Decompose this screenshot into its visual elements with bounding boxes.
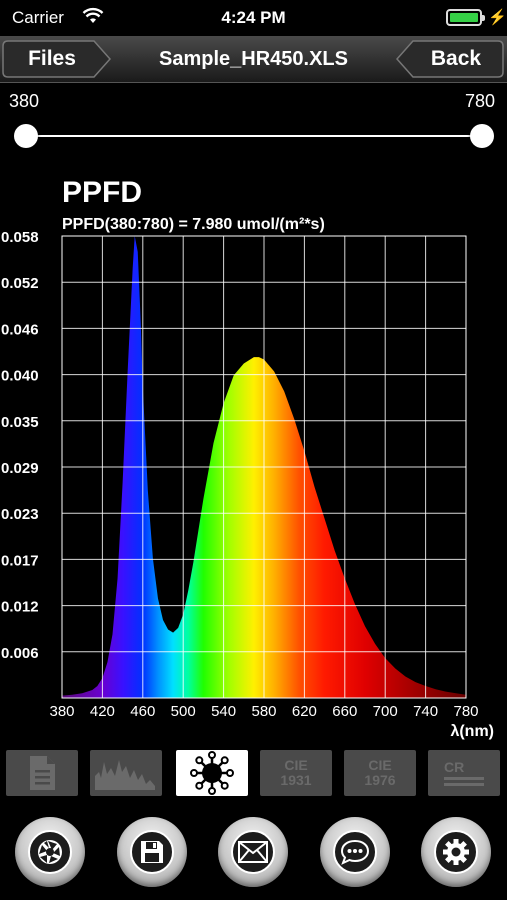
files-button-shape — [2, 40, 112, 78]
x-tick-label: 420 — [90, 703, 115, 720]
y-tick-label: 0.017 — [1, 552, 39, 569]
x-tick-label: 500 — [171, 703, 196, 720]
back-button-shape — [396, 40, 504, 78]
save-button[interactable] — [117, 817, 187, 887]
carrier-label: Carrier — [12, 8, 64, 27]
chart-title: PPFD — [62, 176, 143, 209]
document-icon — [30, 756, 55, 790]
tab-cie1976[interactable]: CIE 1976 — [344, 750, 416, 796]
ppfd-spectrum-chart: 380 420 460 500 540 580 620 660 700 740 780 0.058 0.… — [1, 229, 494, 740]
x-tick-label: 580 — [251, 703, 276, 720]
x-tick-label: 780 — [453, 703, 478, 720]
range-max-label: 780 — [465, 91, 496, 111]
x-axis-label: λ(nm) — [450, 723, 494, 740]
x-tick-label: 620 — [292, 703, 317, 720]
wifi-icon — [82, 7, 104, 23]
range-max-handle[interactable] — [470, 124, 494, 148]
x-tick-label: 700 — [373, 703, 398, 720]
charging-bolt-icon: ⚡ — [488, 9, 507, 26]
x-tick-label: 660 — [332, 703, 357, 720]
y-tick-label: 0.029 — [1, 460, 39, 477]
range-min-handle[interactable] — [14, 124, 38, 148]
cri-line-1 — [444, 777, 484, 780]
back-button[interactable]: Back — [396, 40, 504, 78]
chat-bubble-icon — [340, 839, 370, 865]
camera-shutter-icon — [38, 840, 62, 864]
y-tick-label: 0.046 — [1, 321, 39, 338]
y-tick-label: 0.058 — [1, 229, 39, 246]
tab-cri[interactable]: CR — [428, 750, 500, 796]
cri-label-text: CR — [444, 759, 465, 775]
settings-button[interactable] — [421, 817, 491, 887]
y-tick-label: 0.040 — [1, 368, 39, 385]
wavelength-range-slider[interactable] — [26, 135, 482, 137]
status-bar: Carrier 4:24 PM ⚡ — [0, 0, 507, 36]
cie1931-label-bottom: 1931 — [280, 772, 312, 788]
x-tick-label: 380 — [49, 703, 74, 720]
save-disk-icon — [141, 841, 163, 863]
tab-document[interactable] — [6, 750, 78, 796]
x-tick-label: 540 — [211, 703, 236, 720]
cie1976-label-top: CIE — [368, 757, 392, 773]
mail-icon — [238, 841, 268, 863]
tab-cie1931[interactable]: CIE 1931 — [260, 750, 332, 796]
cie1931-label: CIE 1931 — [280, 758, 311, 788]
files-button-label: Files — [28, 47, 76, 70]
light-source-icon — [190, 751, 234, 795]
files-button[interactable]: Files — [2, 40, 112, 78]
cie1976-label: CIE 1976 — [364, 758, 395, 788]
capture-button[interactable] — [15, 817, 85, 887]
y-tick-label: 0.012 — [1, 599, 39, 616]
y-tick-label: 0.006 — [1, 645, 39, 662]
y-tick-label: 0.035 — [1, 414, 39, 431]
plot-frame — [61, 235, 467, 699]
battery-icon — [446, 9, 485, 26]
tab-ppfd[interactable] — [176, 750, 248, 796]
x-tick-label: 740 — [413, 703, 438, 720]
cri-label: CR — [444, 760, 484, 786]
email-button[interactable] — [218, 817, 288, 887]
range-min-label: 380 — [9, 91, 40, 111]
spectrum-graph-icon — [95, 760, 155, 790]
x-tick-label: 460 — [130, 703, 155, 720]
chart-subtitle: PPFD(380:780) = 7.980 umol/(m²*s) — [62, 216, 325, 233]
clock: 4:24 PM — [221, 8, 286, 27]
y-tick-label: 0.052 — [1, 275, 39, 292]
cie1976-label-bottom: 1976 — [364, 772, 396, 788]
navigation-bar: Files Sample_HR450.XLS Back — [0, 36, 507, 83]
cri-line-2 — [444, 783, 484, 786]
page-title: Sample_HR450.XLS — [159, 48, 348, 70]
y-tick-label: 0.023 — [1, 506, 39, 523]
tab-spectrum[interactable] — [90, 750, 162, 796]
message-button[interactable] — [320, 817, 390, 887]
back-button-label: Back — [430, 47, 482, 70]
cie1931-label-top: CIE — [284, 757, 308, 773]
gear-icon — [443, 839, 469, 865]
